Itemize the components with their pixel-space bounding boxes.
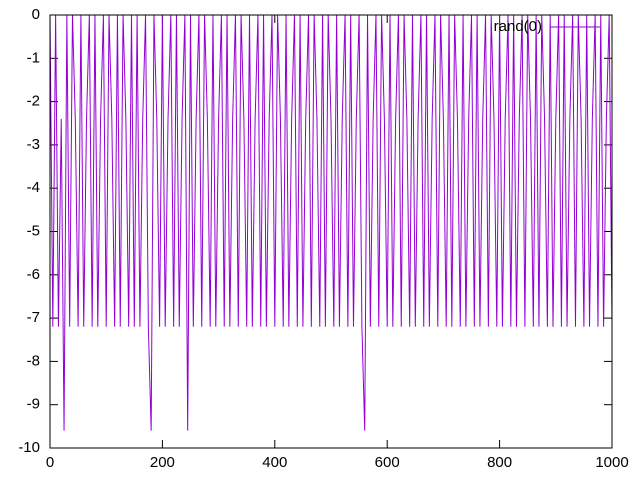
- y-tick-label: -7: [27, 309, 40, 326]
- x-tick-label: 600: [375, 454, 400, 471]
- x-tick-label: 0: [46, 454, 54, 471]
- x-tick-label: 1000: [595, 454, 628, 471]
- legend-label: rand(0): [494, 18, 542, 35]
- y-tick-label: -2: [27, 93, 40, 110]
- x-tick-label: 400: [262, 454, 287, 471]
- y-tick-label: -6: [27, 266, 40, 283]
- y-tick-label: 0: [32, 6, 40, 23]
- x-tick-label: 800: [487, 454, 512, 471]
- y-tick-label: -1: [27, 49, 40, 66]
- y-tick-label: -4: [27, 179, 40, 196]
- y-tick-label: -3: [27, 136, 40, 153]
- x-tick-label: 200: [150, 454, 175, 471]
- y-tick-label: -5: [27, 222, 40, 239]
- data-line: [49, 14, 613, 431]
- plot-border: [49, 14, 613, 449]
- y-tick-label: -9: [27, 396, 40, 413]
- y-tick-label: -10: [18, 439, 40, 456]
- y-tick-label: -8: [27, 352, 40, 369]
